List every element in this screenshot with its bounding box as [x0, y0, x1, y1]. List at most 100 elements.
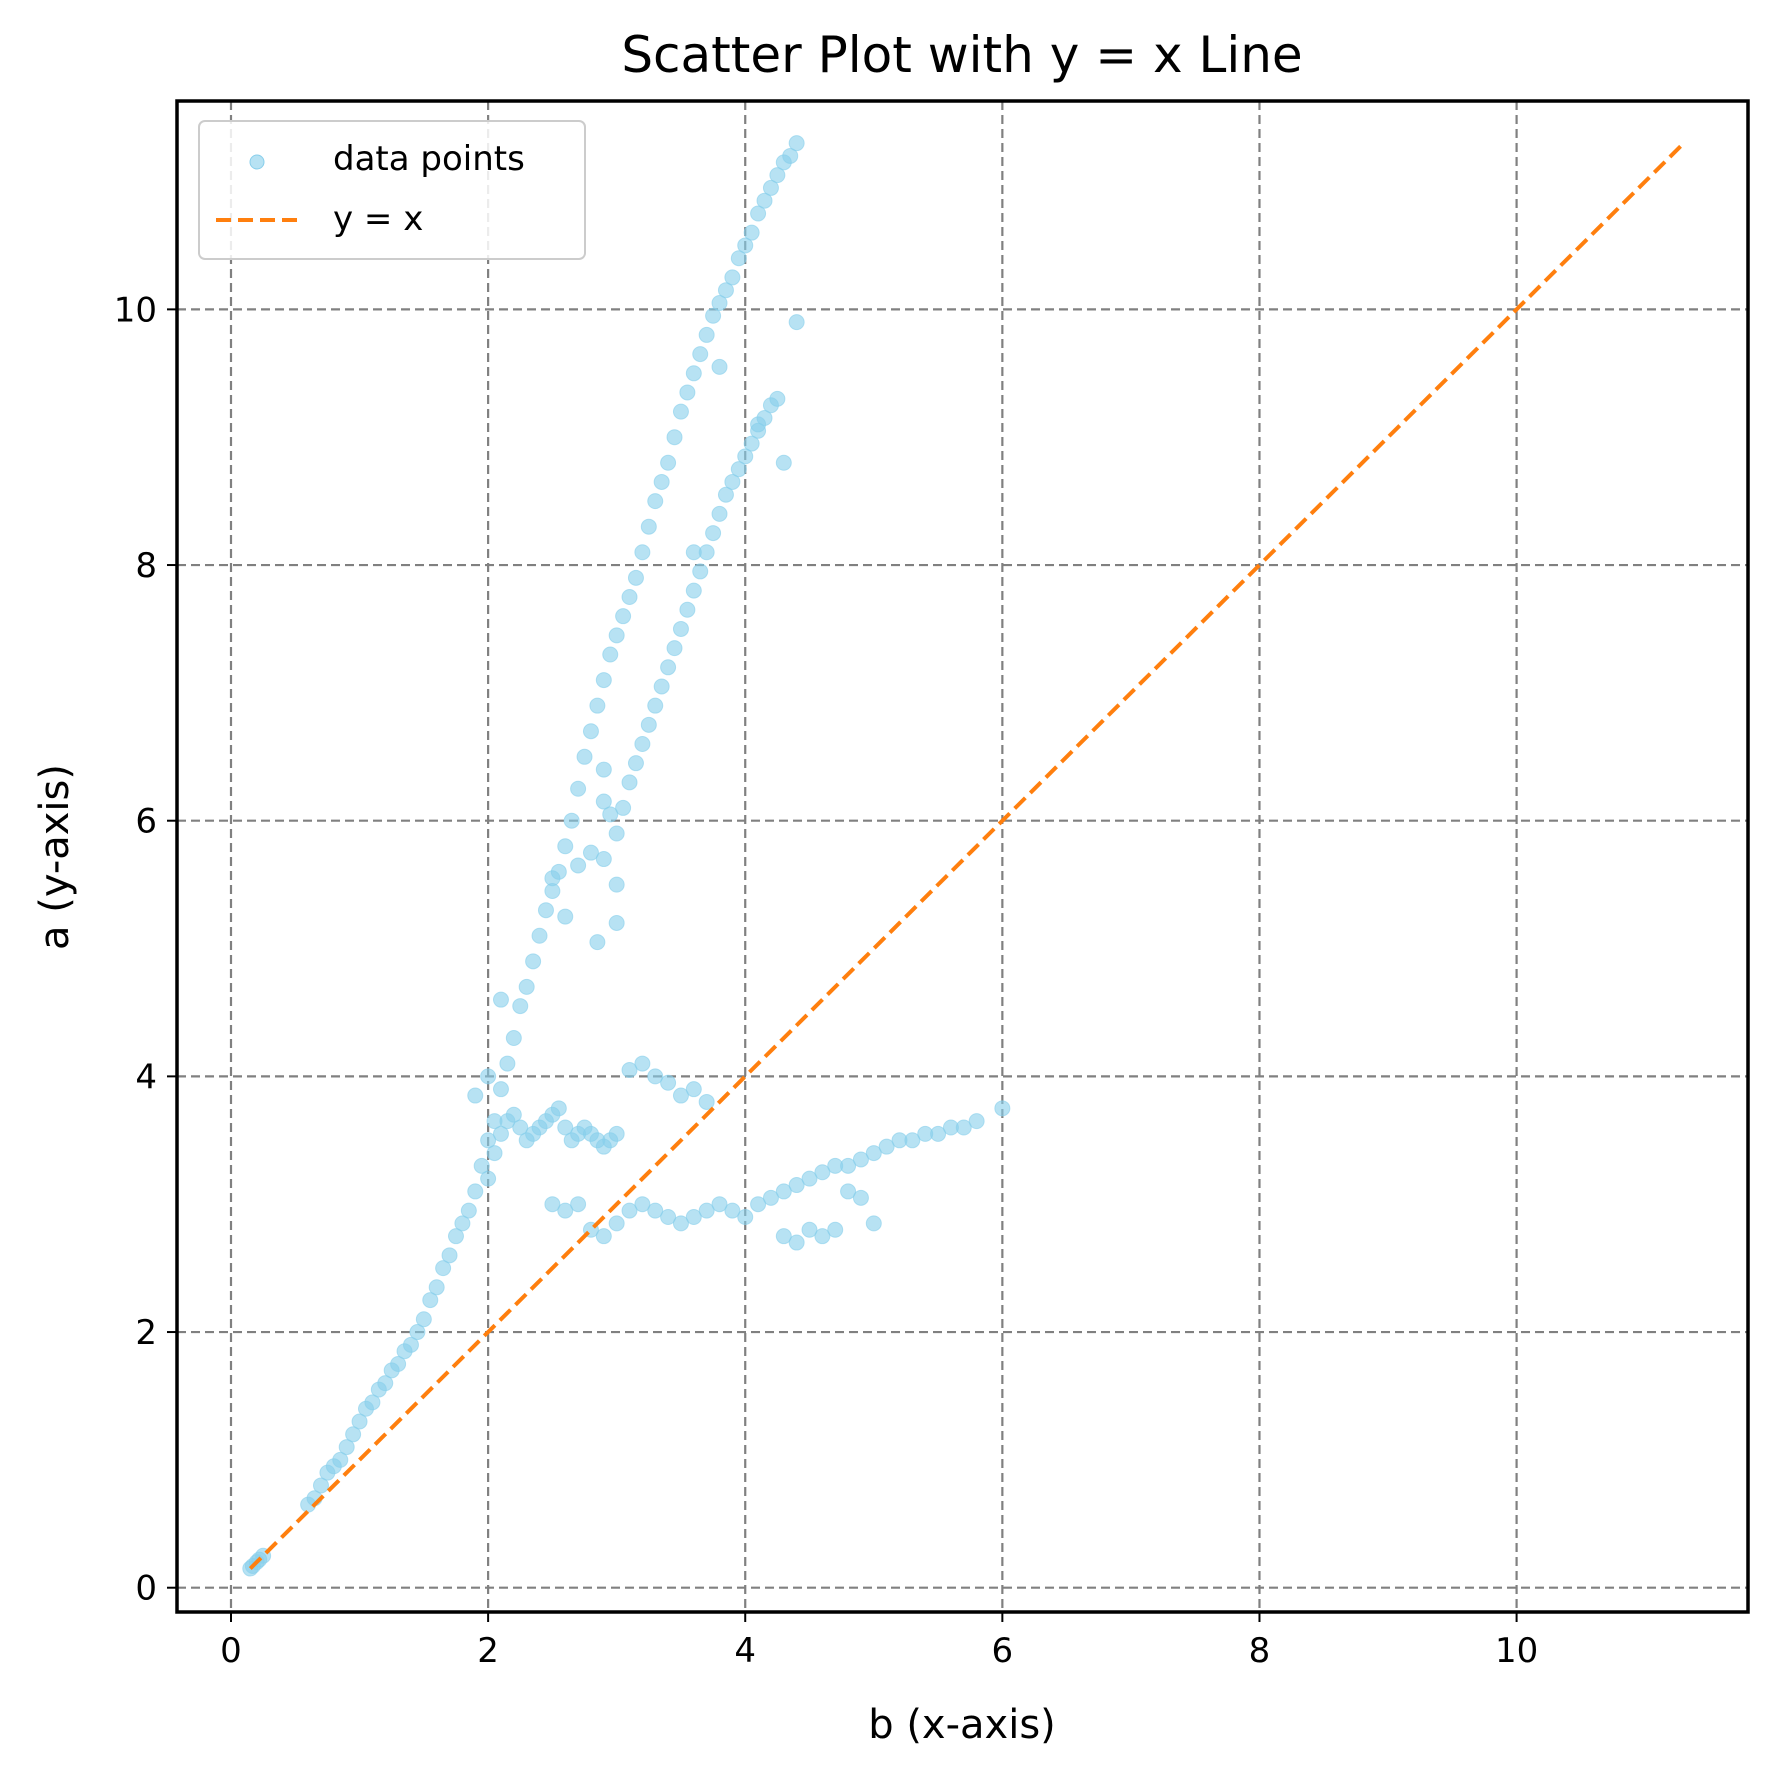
data-point	[852, 1189, 869, 1206]
scatter-points	[242, 135, 1011, 1577]
data-point	[865, 1145, 882, 1162]
legend-marker-data-points	[249, 154, 265, 170]
data-point	[473, 1157, 490, 1174]
data-point	[415, 1311, 432, 1328]
x-tick-label: 0	[220, 1631, 242, 1671]
data-point	[627, 569, 644, 586]
data-point	[788, 135, 805, 152]
y-tick-label: 2	[135, 1313, 157, 1353]
chart-title: Scatter Plot with y = x Line	[621, 26, 1302, 84]
data-point	[467, 1183, 484, 1200]
data-point	[557, 838, 574, 855]
data-point	[904, 1132, 921, 1149]
x-axis-label: b (x-axis)	[868, 1702, 1056, 1748]
data-point	[775, 1183, 792, 1200]
data-point	[621, 774, 638, 791]
data-point	[492, 1081, 509, 1098]
data-point	[698, 1093, 715, 1110]
data-point	[737, 1208, 754, 1225]
data-point	[737, 448, 754, 465]
legend: data points y = x	[198, 120, 586, 260]
data-point	[525, 953, 542, 970]
legend-label-line: y = x	[333, 199, 423, 239]
data-point	[390, 1356, 407, 1373]
data-point	[743, 435, 760, 452]
data-point	[788, 1177, 805, 1194]
data-point	[672, 620, 689, 637]
data-point	[750, 205, 767, 222]
y-tick-label: 0	[135, 1569, 157, 1609]
y-equals-x-line	[248, 141, 1686, 1570]
data-point	[486, 1145, 503, 1162]
data-point	[711, 358, 728, 375]
data-point	[711, 294, 728, 311]
x-tick-label: 2	[477, 1631, 499, 1671]
x-tick-label: 8	[1249, 1631, 1271, 1671]
y-tick-label: 4	[135, 1057, 157, 1097]
data-point	[660, 454, 677, 471]
data-point	[595, 1228, 612, 1245]
data-point	[730, 461, 747, 478]
data-point	[685, 544, 702, 561]
data-point	[769, 390, 786, 407]
data-point	[512, 1119, 529, 1136]
data-point	[608, 1125, 625, 1142]
data-point	[679, 384, 696, 401]
data-point	[570, 857, 587, 874]
data-point	[505, 1106, 522, 1123]
data-point	[634, 736, 651, 753]
data-point	[563, 812, 580, 829]
y-tick-label: 10	[114, 290, 157, 330]
data-point	[351, 1413, 368, 1430]
data-point	[878, 1138, 895, 1155]
data-point	[711, 505, 728, 522]
data-point	[454, 1215, 471, 1232]
data-point	[672, 1215, 689, 1232]
data-point	[608, 627, 625, 644]
data-point	[685, 1208, 702, 1225]
data-point	[717, 282, 734, 299]
data-point	[698, 1202, 715, 1219]
data-point	[705, 307, 722, 324]
data-point	[865, 1215, 882, 1232]
data-point	[312, 1477, 329, 1494]
data-point	[672, 1087, 689, 1104]
data-point	[512, 998, 529, 1015]
data-point	[570, 1196, 587, 1213]
data-point	[827, 1221, 844, 1238]
data-point	[589, 697, 606, 714]
data-point	[775, 454, 792, 471]
data-point	[492, 991, 509, 1008]
data-point	[422, 1292, 439, 1309]
data-point	[544, 1196, 561, 1213]
data-point	[608, 825, 625, 842]
data-point	[544, 870, 561, 887]
data-point	[801, 1221, 818, 1238]
x-tick-label: 4	[734, 1631, 756, 1671]
data-point	[582, 723, 599, 740]
data-point	[518, 978, 535, 995]
y-axis-label: a (y-axis)	[32, 764, 78, 950]
data-point	[750, 416, 767, 433]
data-point	[460, 1202, 477, 1219]
y-tick-label: 6	[135, 802, 157, 842]
data-point	[531, 927, 548, 944]
data-point	[621, 1202, 638, 1219]
data-point	[428, 1279, 445, 1296]
data-point	[505, 1030, 522, 1047]
data-point	[994, 1100, 1011, 1117]
data-point	[615, 608, 632, 625]
data-point	[570, 780, 587, 797]
data-point	[441, 1247, 458, 1264]
data-point	[640, 716, 657, 733]
data-point	[627, 755, 644, 772]
data-point	[608, 914, 625, 931]
x-tick-label: 10	[1495, 1631, 1538, 1671]
x-tick-label: 6	[992, 1631, 1014, 1671]
data-point	[409, 1324, 426, 1341]
x-axis-ticks: 0 2 4 6 8 10	[220, 1612, 1538, 1671]
data-point	[615, 799, 632, 816]
data-point	[480, 1068, 497, 1085]
data-point	[589, 934, 606, 951]
data-point	[666, 429, 683, 446]
